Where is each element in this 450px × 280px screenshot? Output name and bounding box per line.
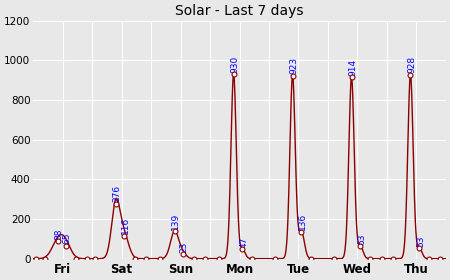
Text: 53: 53 (416, 235, 425, 247)
Text: 914: 914 (348, 59, 357, 76)
Text: 930: 930 (230, 55, 239, 73)
Text: 23: 23 (180, 241, 189, 253)
Text: 136: 136 (298, 213, 307, 230)
Title: Solar - Last 7 days: Solar - Last 7 days (175, 4, 304, 18)
Text: 923: 923 (289, 57, 298, 74)
Text: 63: 63 (357, 233, 366, 245)
Text: 276: 276 (112, 185, 122, 202)
Text: 88: 88 (54, 228, 63, 240)
Text: 65: 65 (62, 233, 71, 244)
Text: 928: 928 (407, 56, 416, 73)
Text: 47: 47 (239, 236, 248, 248)
Text: 116: 116 (121, 217, 130, 234)
Text: 139: 139 (171, 212, 180, 230)
